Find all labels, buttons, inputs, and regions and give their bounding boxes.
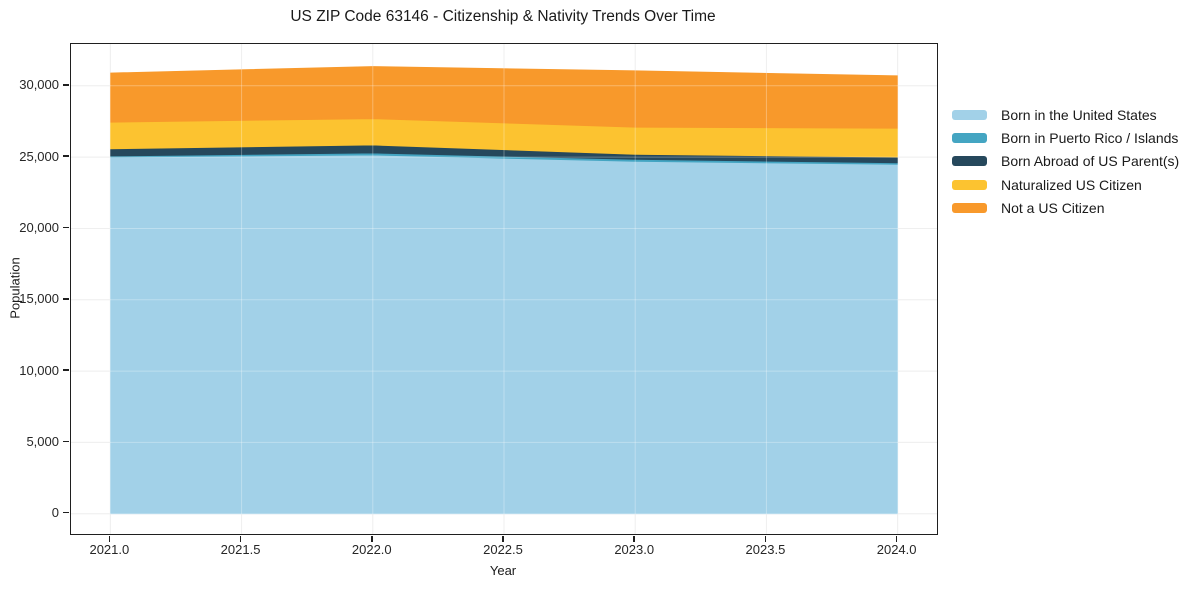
legend-swatch-icon	[952, 133, 987, 144]
x-tick-label: 2024.0	[876, 542, 917, 557]
y-tick-label: 25,000	[19, 148, 59, 164]
legend-label: Born Abroad of US Parent(s)	[1001, 153, 1180, 170]
y-tick-mark	[63, 511, 69, 514]
legend-item: Born Abroad of US Parent(s)	[952, 150, 1179, 173]
y-tick-mark	[63, 440, 69, 443]
legend-label: Naturalized US Citizen	[1001, 176, 1142, 193]
x-tick-label: 2022.0	[351, 542, 392, 557]
x-tick-mark	[502, 536, 504, 542]
stacked-area-chart	[71, 44, 937, 534]
y-tick-label: 20,000	[19, 219, 59, 235]
legend-swatch-icon	[952, 179, 987, 190]
legend-item: Born in Puerto Rico / Islands	[952, 126, 1179, 149]
x-tick-label: 2022.5	[483, 542, 523, 557]
y-tick-mark	[63, 298, 69, 300]
legend-item: Not a US Citizen	[952, 197, 1179, 220]
legend-label: Not a US Citizen	[1001, 200, 1105, 217]
legend-swatch-icon	[952, 203, 987, 214]
y-tick-label: 30,000	[19, 77, 59, 93]
y-tick-label: 5,000	[26, 433, 59, 449]
legend-swatch-icon	[952, 109, 987, 120]
legend-label: Born in Puerto Rico / Islands	[1001, 130, 1179, 147]
x-tick-label: 2023.0	[614, 542, 655, 557]
y-tick-label: 10,000	[19, 362, 59, 378]
y-tick-mark	[63, 155, 69, 157]
x-tick-mark	[633, 536, 635, 542]
area-not-a-us-citizen	[110, 66, 898, 129]
legend-swatch-icon	[952, 156, 987, 167]
legend: Born in the United States Born in Puerto …	[952, 103, 1179, 220]
x-tick-label: 2023.5	[745, 542, 786, 557]
x-tick-mark	[895, 536, 898, 542]
x-tick-mark	[371, 536, 373, 542]
x-tick-mark	[239, 536, 242, 542]
y-tick-mark	[63, 369, 69, 371]
y-tick-mark	[63, 226, 69, 229]
x-tick-label: 2021.0	[89, 542, 130, 557]
plot-area	[70, 43, 938, 535]
legend-item: Born in the United States	[952, 103, 1179, 126]
y-tick-mark	[63, 84, 69, 86]
x-tick-mark	[764, 536, 767, 542]
y-tick-label: 15,000	[19, 291, 59, 307]
legend-label: Born in the United States	[1001, 106, 1157, 123]
legend-item: Naturalized US Citizen	[952, 173, 1179, 196]
x-tick-mark	[108, 536, 111, 542]
y-axis-label: Population	[7, 257, 23, 319]
chart-title: US ZIP Code 63146 - Citizenship & Nativi…	[290, 8, 716, 25]
x-tick-label: 2021.5	[220, 542, 261, 557]
y-tick-label: 0	[51, 505, 59, 521]
x-axis-label: Year	[489, 563, 517, 578]
